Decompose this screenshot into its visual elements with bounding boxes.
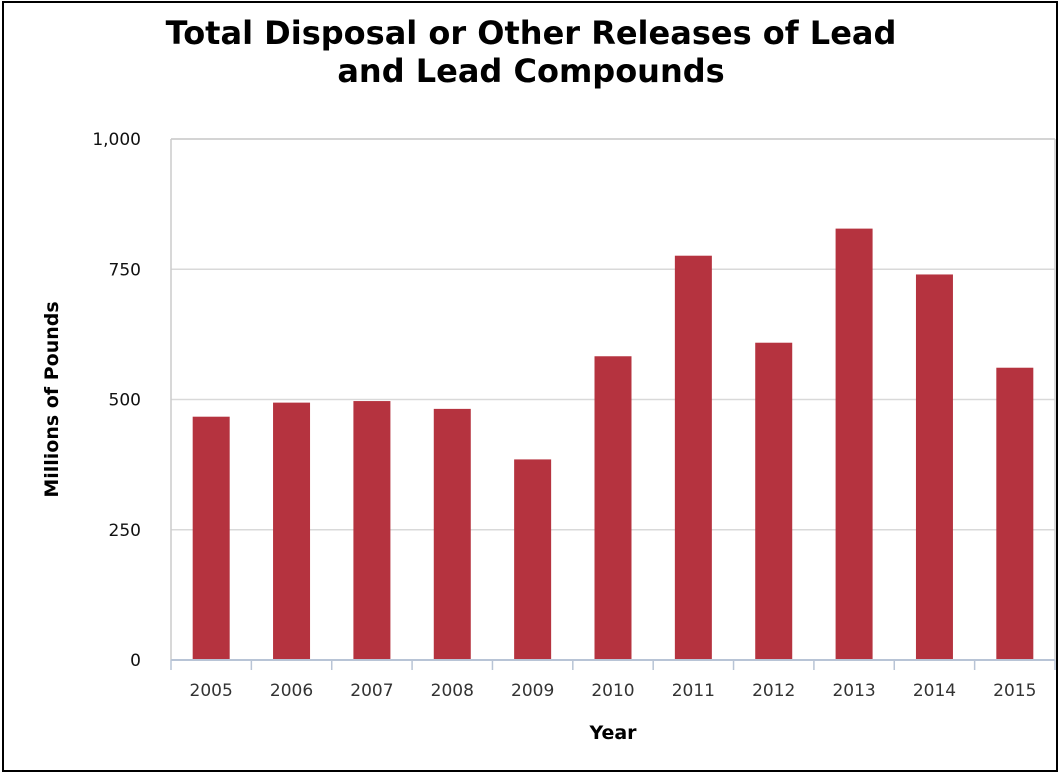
plot-border bbox=[170, 138, 1056, 660]
bar-2011 bbox=[674, 255, 712, 661]
chart-title-line-2: and Lead Compounds bbox=[337, 52, 725, 90]
bar-2006 bbox=[273, 402, 311, 660]
y-tick-label: 500 bbox=[109, 391, 141, 411]
y-tick-label: 0 bbox=[130, 651, 141, 671]
bar-2007 bbox=[353, 401, 391, 660]
x-tick-label: 2013 bbox=[832, 681, 875, 701]
bars bbox=[192, 228, 1034, 661]
y-tick-label: 250 bbox=[109, 521, 141, 541]
x-axis-title: Year bbox=[588, 722, 637, 744]
chart-title-line-1: Total Disposal or Other Releases of Lead bbox=[165, 14, 897, 52]
y-tick-label: 750 bbox=[109, 260, 141, 280]
bar-2009 bbox=[514, 459, 552, 660]
x-tick-label: 2011 bbox=[672, 681, 715, 701]
y-tick-label: 1,000 bbox=[92, 130, 141, 150]
y-axis: 0 250 500 750 1,000 bbox=[92, 130, 141, 671]
bar-2005 bbox=[192, 416, 230, 660]
x-tick-label: 2010 bbox=[591, 681, 634, 701]
x-tick-label: 2014 bbox=[913, 681, 956, 701]
bar-2015 bbox=[996, 367, 1034, 660]
x-tick-label: 2007 bbox=[350, 681, 393, 701]
x-tick-label: 2015 bbox=[993, 681, 1036, 701]
bar-2014 bbox=[915, 274, 953, 660]
bar-2012 bbox=[755, 342, 793, 660]
bar-2013 bbox=[835, 228, 873, 660]
bar-2008 bbox=[433, 408, 471, 660]
x-tick-label: 2006 bbox=[270, 681, 313, 701]
chart-title: Total Disposal or Other Releases of Lead… bbox=[0, 14, 1062, 90]
x-tick-label: 2005 bbox=[190, 681, 233, 701]
x-tick-label: 2009 bbox=[511, 681, 554, 701]
x-tick-label: 2012 bbox=[752, 681, 795, 701]
y-axis-title: Millions of Pounds bbox=[41, 301, 63, 497]
x-axis: 2005 2006 2007 2008 2009 2010 2011 2012 2013 2014… bbox=[170, 659, 1056, 701]
x-tick-label: 2008 bbox=[431, 681, 474, 701]
bar-2010 bbox=[594, 356, 632, 660]
